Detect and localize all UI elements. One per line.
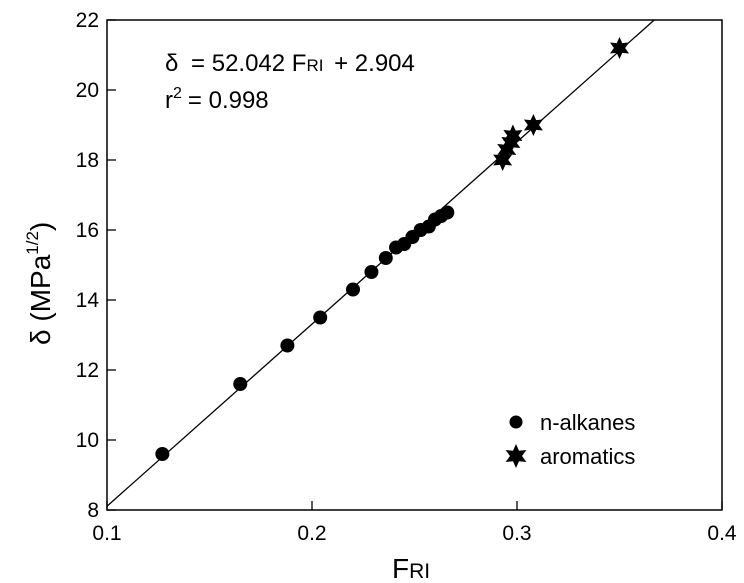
y-tick-label: 8	[87, 499, 99, 522]
data-point-n-alkanes	[280, 338, 295, 353]
equation-annotation: δ = 52.042 FRI + 2.904	[165, 50, 415, 77]
y-tick-label: 18	[76, 149, 99, 172]
data-point-aromatics	[501, 131, 521, 154]
data-point-n-alkanes	[313, 310, 328, 325]
data-point-n-alkanes	[233, 377, 248, 391]
x-axis-title: FRI	[392, 553, 430, 583]
r-squared-annotation: r2 = 0.998	[165, 85, 269, 114]
x-tick-label: 0.3	[502, 522, 531, 545]
legend: n-alkanes aromatics	[505, 410, 635, 469]
data-point-n-alkanes	[346, 282, 360, 297]
regression-line	[106, 19, 655, 507]
x-tick-label: 0.2	[297, 522, 326, 545]
y-tick-label: 22	[76, 9, 99, 32]
plot-frame	[106, 19, 723, 511]
data-point-aromatics	[497, 138, 517, 161]
data-point-n-alkanes	[155, 447, 170, 461]
x-tick-label: 0.1	[92, 522, 121, 545]
data-point-aromatics	[503, 124, 523, 147]
y-tick-label: 10	[76, 429, 99, 452]
data-point-n-alkanes	[440, 205, 455, 220]
data-point-aromatics	[493, 149, 513, 171]
legend-label-n-alkanes: n-alkanes	[540, 410, 635, 435]
data-point-aromatics	[523, 114, 543, 136]
y-tick-label: 14	[76, 289, 100, 312]
legend-marker-aromatics	[505, 444, 527, 468]
legend-label-aromatics: aromatics	[540, 444, 635, 469]
y-tick-label: 12	[76, 359, 99, 382]
data-point-n-alkanes	[378, 251, 393, 265]
legend-marker-n-alkanes	[509, 415, 523, 429]
x-tick-label: 0.4	[707, 522, 737, 545]
y-tick-label: 20	[76, 79, 99, 102]
data-point-aromatics	[609, 37, 630, 59]
data-point-n-alkanes	[364, 265, 379, 279]
y-tick-label: 16	[76, 219, 99, 242]
y-axis-title: δ (MPa1/2)	[23, 222, 56, 345]
